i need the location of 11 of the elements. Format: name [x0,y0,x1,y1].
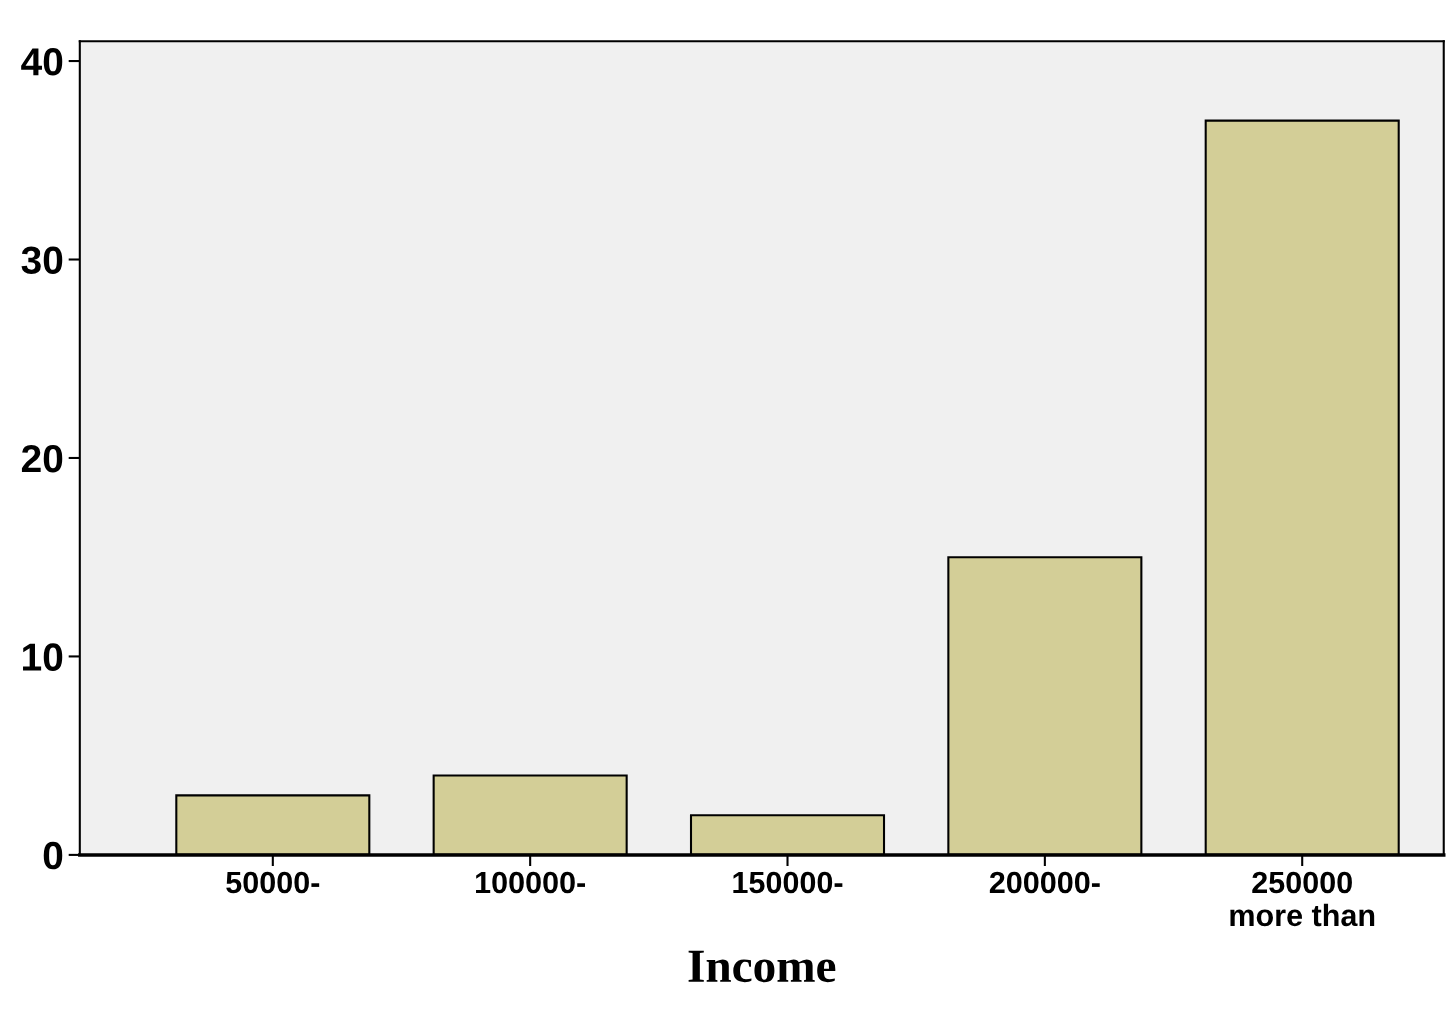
x-tick-label: 150000- [733,871,843,894]
x-tick-label: 200000- [989,871,1100,894]
x-tick-label: 50000- [226,871,320,894]
y-tick-label: 0 [43,841,63,870]
y-tick-label: 40 [21,47,63,76]
x-tick-label: 100000- [476,871,586,894]
y-tick-label: 20 [21,444,63,473]
x-tick-label: 250000 more than [1230,871,1375,927]
y-tick-label: 30 [21,246,63,275]
x-axis-title: Income [688,950,836,983]
y-tick-label: 10 [23,643,63,671]
